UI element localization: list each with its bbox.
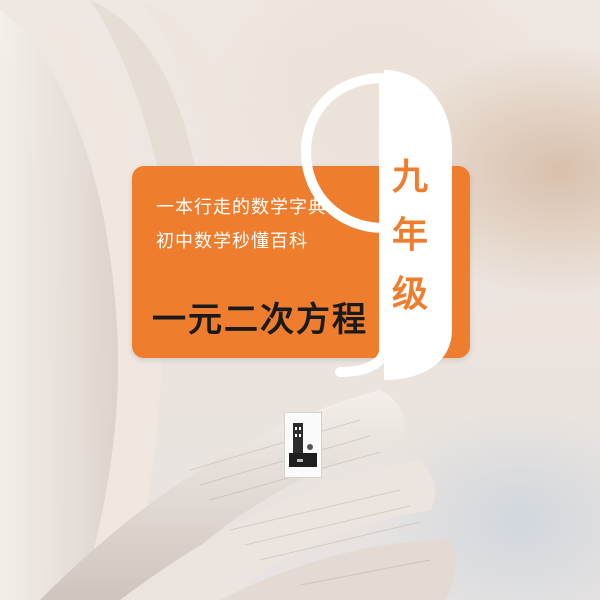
- topic-title: 一元二次方程: [152, 300, 368, 340]
- logo-icon: [284, 412, 322, 478]
- grade-char-2: 年: [391, 215, 428, 256]
- grade-char-3: 级: [391, 274, 428, 315]
- slogan-line-2: 初中数学秒懂百科: [156, 231, 308, 252]
- slogan-line-1: 一本行走的数学字典: [156, 197, 327, 218]
- grade-char-1: 九: [391, 157, 428, 198]
- nine-digit-icon: [300, 73, 389, 377]
